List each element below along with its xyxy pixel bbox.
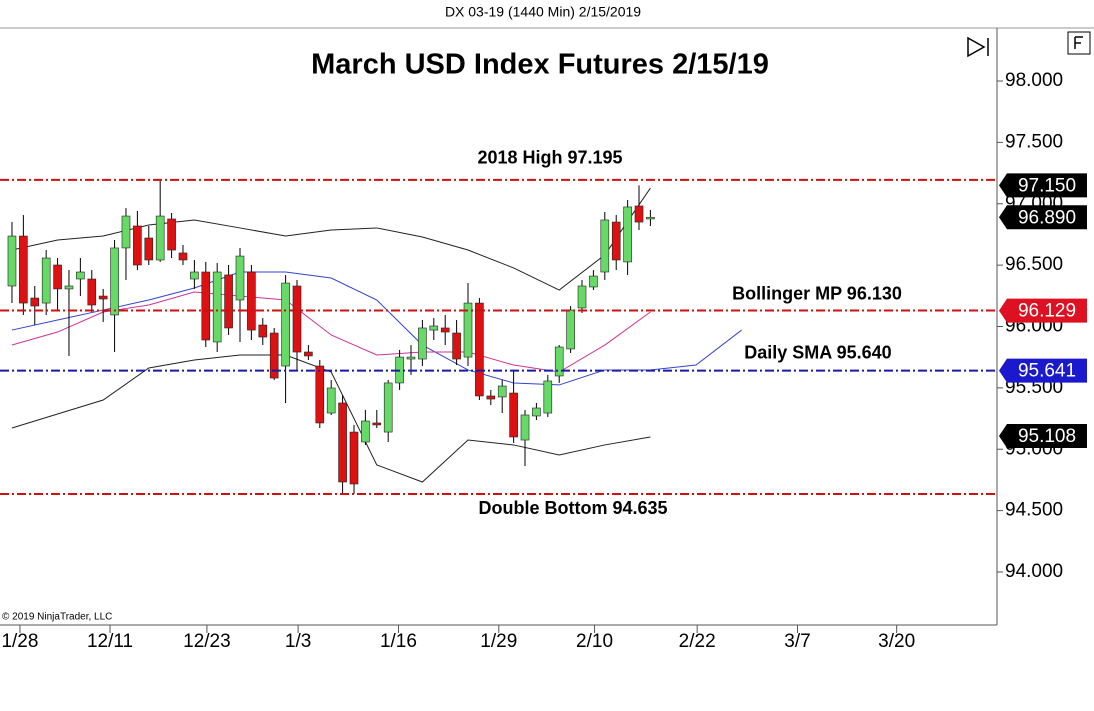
y-tick-label: 94.000 [1005, 561, 1063, 582]
candle-body [167, 218, 176, 251]
y-tick-label: 96.500 [1005, 254, 1063, 275]
candle-body [87, 278, 97, 306]
x-tick-label: 1/16 [380, 631, 417, 652]
candle-body [258, 324, 268, 338]
candle-body [634, 205, 644, 223]
candle-body [247, 271, 256, 331]
candle-body [178, 252, 188, 261]
y-tick-label: 98.000 [1005, 70, 1063, 91]
candle-body [463, 302, 473, 358]
price-badge-label: 96.129 [1018, 301, 1076, 322]
candle-body [110, 247, 119, 316]
x-tick-label: 1/29 [480, 631, 517, 652]
candle-body [292, 285, 302, 353]
f-button[interactable] [1067, 31, 1091, 55]
candle-body [440, 327, 450, 333]
candle-body [418, 327, 427, 360]
price-badge [999, 423, 1087, 448]
candle-body [224, 274, 233, 329]
indicator-line [11, 187, 651, 291]
price-badge-label: 97.150 [1018, 175, 1076, 196]
candle-body [53, 264, 62, 290]
candle-body [611, 221, 621, 261]
candle-body [235, 255, 245, 301]
candle-body [304, 351, 313, 357]
candle-body [315, 365, 325, 424]
candle-body [406, 356, 416, 360]
candle-body [577, 285, 587, 309]
price-badge [999, 205, 1087, 230]
candle-body [64, 285, 74, 290]
y-tick-label: 97.500 [1005, 131, 1063, 152]
level-label: Daily SMA 95.640 [744, 342, 891, 362]
price-badge [999, 358, 1087, 383]
scroll-icon[interactable] [967, 36, 989, 58]
plot-area [0, 178, 997, 496]
candle-body [566, 309, 575, 350]
candle-body [623, 206, 632, 263]
level-label: Double Bottom 94.635 [478, 498, 667, 518]
candle-body [349, 431, 359, 485]
candle-body [326, 387, 336, 414]
level-label: Bollinger MP 96.130 [732, 283, 902, 303]
candle-body [429, 325, 439, 331]
candle-body [646, 216, 655, 220]
candle-body [121, 215, 131, 249]
candle-body [509, 392, 518, 438]
x-tick-label: 2/10 [576, 631, 613, 652]
candle-body [600, 219, 610, 273]
candle-body [269, 332, 279, 379]
candle-body [98, 295, 108, 300]
level-label: 2018 High 97.195 [477, 148, 622, 168]
candle-body [532, 407, 541, 417]
candle-body [7, 235, 17, 287]
candle-body [383, 382, 393, 433]
candle-body [281, 282, 290, 367]
candle-body [520, 414, 530, 441]
candle-body [212, 271, 222, 343]
candle-body [155, 215, 165, 261]
x-tick-label: 1/3 [285, 631, 311, 652]
price-badge-label: 95.108 [1018, 426, 1076, 447]
indicator-line [11, 354, 651, 483]
candle-body [554, 346, 564, 377]
candle-body [201, 271, 211, 341]
x-tick-label: 3/20 [878, 631, 915, 652]
candle-body [475, 302, 484, 397]
x-tick-label: 12/23 [183, 631, 231, 652]
candle-body [452, 332, 461, 360]
candle-body [497, 385, 507, 398]
candle-body [76, 271, 85, 280]
candle-body [133, 225, 142, 266]
candle-body [589, 275, 598, 288]
x-tick-label: 2/22 [679, 631, 716, 652]
candle-body [190, 271, 199, 280]
credit: © 2019 NinjaTrader, LLC [2, 612, 112, 623]
candle-body [30, 297, 40, 307]
play-icon[interactable] [967, 36, 986, 58]
price-badge-label: 96.890 [1018, 207, 1076, 228]
y-tick-label: 94.500 [1005, 500, 1063, 521]
x-tick-label: 1/28 [1, 631, 38, 652]
candle-body [372, 422, 382, 426]
price-badge [999, 298, 1087, 323]
x-tick-label: 3/7 [784, 631, 810, 652]
candle-body [361, 420, 370, 443]
header: DX 03-19 (1440 Min) 2/15/2019 [445, 4, 641, 20]
chart-title: March USD Index Futures 2/15/19 [311, 49, 769, 81]
candle-body [338, 402, 347, 483]
price-badge-label: 95.641 [1018, 361, 1076, 382]
candle-body [486, 395, 496, 400]
f-glyph[interactable] [1074, 36, 1083, 49]
candle-body [41, 257, 51, 304]
candle-body [144, 237, 154, 261]
candle-body [19, 235, 28, 304]
x-tick-label: 12/11 [87, 631, 133, 652]
price-badge [999, 173, 1087, 198]
candle-body [543, 380, 553, 414]
